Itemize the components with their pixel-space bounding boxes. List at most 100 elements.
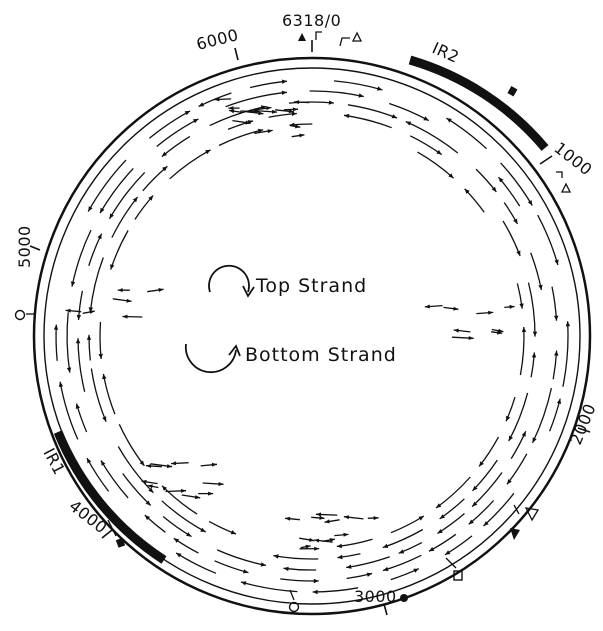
transcript-arrowhead xyxy=(488,311,493,315)
transcript-arrow xyxy=(60,382,78,440)
transcript-arrow xyxy=(520,327,524,375)
transcript-arrowhead xyxy=(118,288,123,292)
transcript-arrow xyxy=(563,321,568,386)
transcript-arrowhead xyxy=(516,251,520,257)
transcript-arrow xyxy=(446,118,486,149)
counterclockwise-arrow-icon xyxy=(186,344,236,372)
transcript-arrow xyxy=(529,283,536,337)
transcript-arrow xyxy=(436,477,470,508)
transcript-arrow xyxy=(313,588,359,592)
transcript-arrowhead xyxy=(292,112,297,116)
transcript-arrowhead xyxy=(268,129,273,133)
transcript-arrowhead xyxy=(293,107,298,111)
filled-triangle-marker xyxy=(510,528,520,540)
transcript-arrow xyxy=(90,258,103,313)
transcript-arrowhead xyxy=(383,567,389,571)
label-6000: 6000 xyxy=(194,25,240,54)
transcript-arrow xyxy=(157,119,199,147)
transcript-arrow xyxy=(78,338,85,392)
transcript-arrowhead xyxy=(374,516,379,520)
transcript-arrow xyxy=(111,231,128,270)
transcript-arrowhead xyxy=(59,382,63,387)
transcript-arrow xyxy=(484,493,514,526)
transcript-arrowhead xyxy=(329,100,334,104)
label-ir2: IR2 xyxy=(429,38,462,67)
transcript-arrowhead xyxy=(261,562,266,566)
transcript-arrow xyxy=(149,111,190,138)
transcript-arrow xyxy=(344,115,392,127)
transcript-arrow xyxy=(348,105,397,118)
transcript-arrow xyxy=(250,81,287,87)
transcript-arrowhead xyxy=(273,554,278,558)
transcript-arrow xyxy=(217,550,266,566)
transcript-arrow xyxy=(163,517,191,537)
transcript-arrow xyxy=(119,424,144,466)
position-ticks xyxy=(30,40,590,615)
transcript-arrow xyxy=(337,539,373,546)
tick-6000 xyxy=(235,48,238,60)
transcript-arrow xyxy=(346,557,390,568)
open-circle-marker xyxy=(16,311,25,320)
transcript-arrowhead xyxy=(76,338,80,343)
origin-bracket xyxy=(316,32,322,40)
transcript-arrowhead xyxy=(77,315,81,320)
transcript-arrowhead xyxy=(538,285,542,290)
transcript-arrowhead xyxy=(377,86,383,90)
bracket-1000 xyxy=(556,172,562,178)
transcript-arrowhead xyxy=(316,513,321,517)
transcript-arrow xyxy=(531,253,542,290)
transcript-arrowhead xyxy=(533,332,537,337)
transcript-arrowhead xyxy=(228,106,233,110)
transcript-arrowhead xyxy=(532,352,536,357)
transcript-arrow xyxy=(143,166,168,191)
legend-top-strand: Top Strand xyxy=(255,275,367,297)
transcript-arrow xyxy=(101,460,128,498)
transcript-arrow xyxy=(533,388,552,443)
transcript-arrow xyxy=(56,325,57,361)
ir1-repeat-bar xyxy=(58,432,164,560)
transcript-arrowhead xyxy=(554,316,558,321)
transcript-arrowhead xyxy=(54,325,58,330)
transcript-arrow xyxy=(162,486,197,514)
transcript-arrowhead xyxy=(383,544,388,548)
open-triangle-marker xyxy=(353,33,361,41)
transcript-arrowhead xyxy=(436,150,441,155)
filled-triangle-marker xyxy=(298,33,306,41)
transcript-arrow xyxy=(112,197,138,238)
legend-bottom-strand: Bottom Strand xyxy=(245,344,397,366)
transcript-arrow xyxy=(100,322,101,359)
strand-legend: Top Strand Bottom Strand xyxy=(186,266,397,372)
transcript-arrow xyxy=(72,230,91,287)
transcript-arrow xyxy=(226,92,287,106)
transcript-arrowhead xyxy=(208,492,213,496)
transcript-arrowhead xyxy=(229,109,234,113)
transcript-arrowhead xyxy=(522,327,526,332)
transcript-arrow xyxy=(507,454,527,485)
label-2000: 2000 xyxy=(566,401,600,448)
transcript-arrowhead xyxy=(469,336,474,340)
transcript-arrowhead xyxy=(554,260,558,265)
transcript-arrow xyxy=(170,150,211,179)
transcript-arrowhead xyxy=(218,482,223,486)
transcript-arrowhead xyxy=(399,549,405,553)
transcript-arrowhead xyxy=(110,264,114,269)
label-3000: 3000 xyxy=(354,587,397,606)
label-1000: 1000 xyxy=(551,138,596,179)
transcript-arrow xyxy=(280,579,319,581)
transcript-arrowhead xyxy=(102,374,106,379)
transcript-arrowhead xyxy=(325,519,330,523)
transcript-arrowhead xyxy=(554,351,558,356)
transcript-arrow xyxy=(501,163,533,206)
filled-circle-marker xyxy=(400,594,408,602)
clockwise-arrow-icon xyxy=(209,266,249,292)
transcript-arrow xyxy=(503,221,520,256)
open-triangle-marker xyxy=(562,184,570,192)
transcript-arrowhead xyxy=(171,461,176,465)
tick-1000 xyxy=(540,156,552,164)
transcript-arrows xyxy=(54,80,570,595)
transcript-arrowhead xyxy=(67,367,71,372)
transcript-arrow xyxy=(273,556,318,559)
transcript-arrow xyxy=(215,561,249,573)
